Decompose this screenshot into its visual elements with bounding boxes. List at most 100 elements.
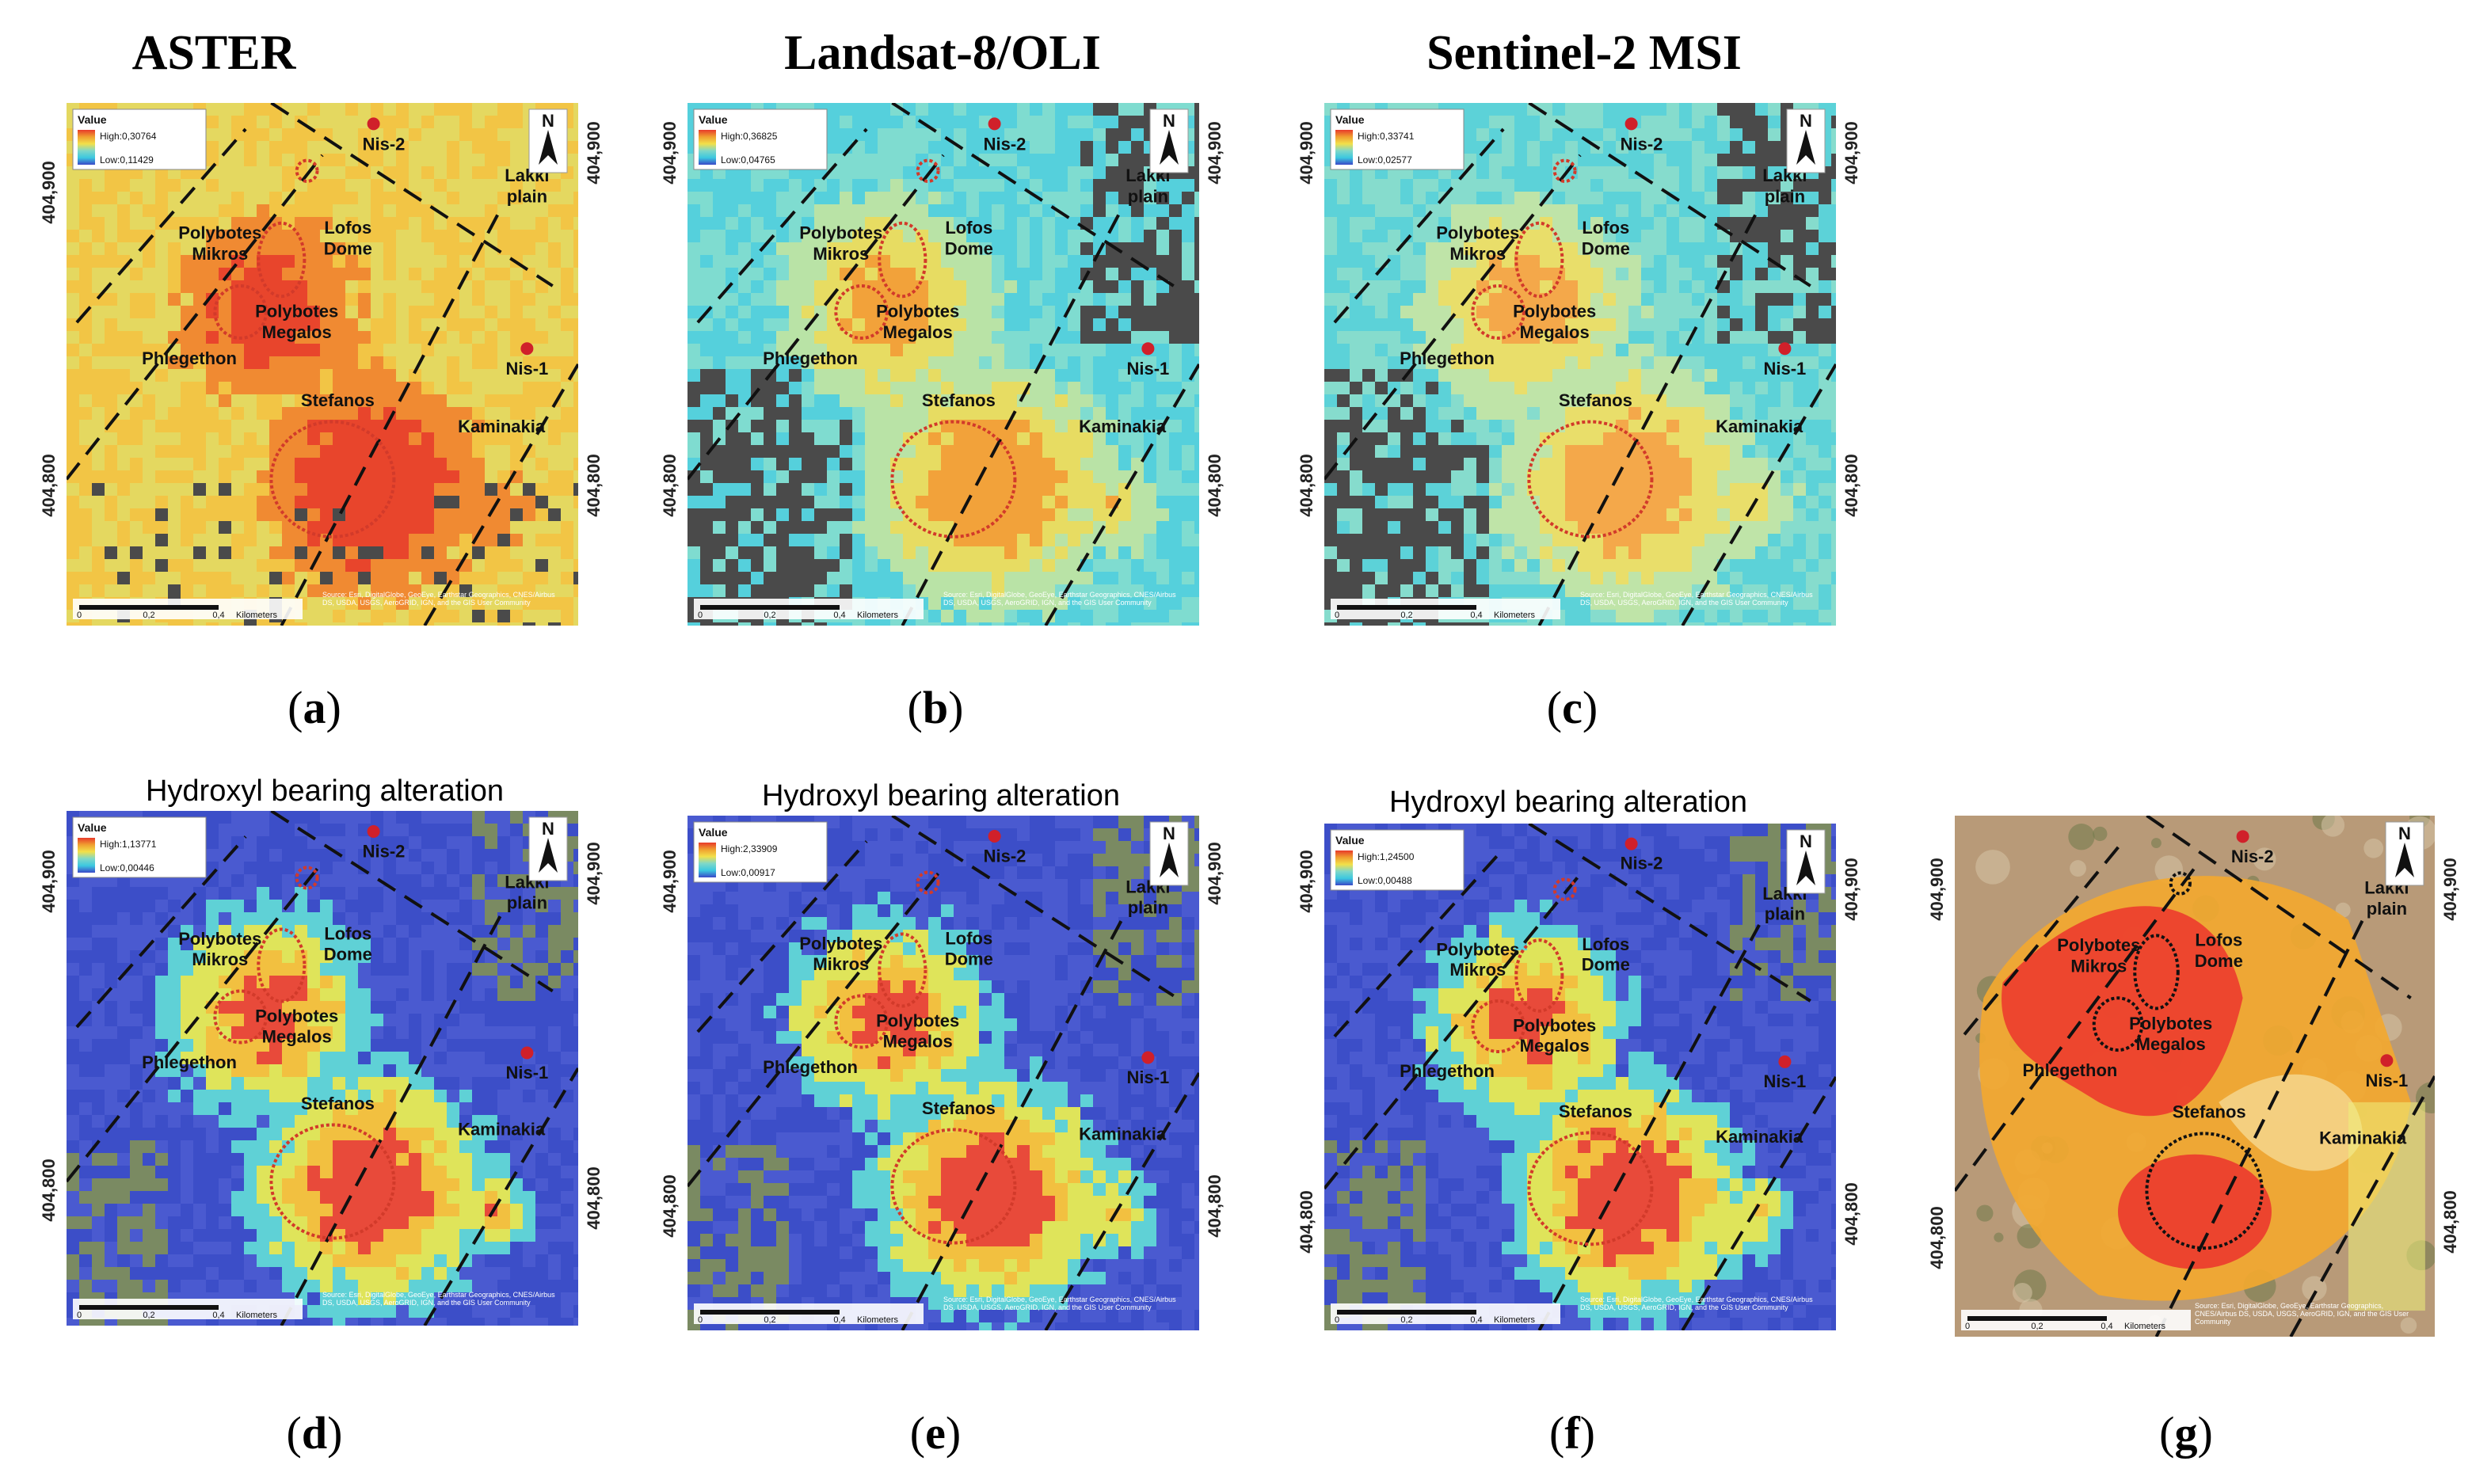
raster-cell — [307, 141, 320, 154]
raster-cell — [1768, 508, 1781, 521]
raster-cell — [307, 407, 320, 420]
raster-cell — [143, 521, 155, 534]
raster-cell — [1400, 280, 1413, 293]
raster-cell — [434, 230, 447, 242]
raster-cell — [117, 521, 130, 534]
raster-cell — [738, 230, 751, 242]
raster-cell — [573, 622, 578, 626]
raster-cell — [1540, 483, 1552, 496]
raster-cell — [193, 179, 206, 192]
raster-cell — [1590, 306, 1603, 318]
raster-cell — [865, 546, 878, 559]
raster-cell — [497, 306, 510, 318]
raster-cell — [1666, 470, 1679, 483]
raster-cell — [206, 128, 219, 141]
raster-cell — [1476, 204, 1489, 217]
raster-cell — [1324, 356, 1337, 369]
raster-cell — [358, 382, 371, 394]
raster-cell — [1055, 255, 1068, 268]
raster-cell — [447, 204, 459, 217]
raster-cell — [295, 318, 307, 331]
raster-cell — [409, 103, 421, 116]
raster-cell — [738, 306, 751, 318]
raster-cell — [320, 445, 333, 458]
raster-cell — [1106, 128, 1118, 141]
raster-cell — [1169, 293, 1182, 306]
raster-cell — [1628, 331, 1641, 344]
raster-cell — [688, 407, 700, 420]
raster-cell — [383, 546, 396, 559]
raster-cell — [358, 293, 371, 306]
raster-cell — [1106, 521, 1118, 534]
raster-cell — [865, 470, 878, 483]
raster-cell — [1106, 204, 1118, 217]
raster-cell — [117, 508, 130, 521]
raster-cell — [1080, 154, 1093, 166]
raster-cell — [1793, 521, 1806, 534]
raster-cell — [1156, 255, 1169, 268]
raster-cell — [700, 432, 713, 445]
raster-cell — [117, 458, 130, 470]
raster-cell — [434, 610, 447, 622]
raster-cell — [903, 154, 916, 166]
raster-cell — [244, 432, 257, 445]
raster-cell — [1030, 293, 1042, 306]
raster-cell — [1451, 280, 1464, 293]
raster-cell — [1144, 622, 1156, 626]
raster-cell — [485, 103, 497, 116]
raster-cell — [827, 204, 840, 217]
raster-cell — [1476, 331, 1489, 344]
raster-cell — [1156, 280, 1169, 293]
raster-cell — [1375, 508, 1388, 521]
north-arrow-label: N — [542, 111, 554, 131]
raster-cell — [966, 483, 979, 496]
raster-cell — [738, 369, 751, 382]
raster-cell — [345, 280, 358, 293]
raster-cell — [257, 141, 269, 154]
raster-cell — [1603, 128, 1616, 141]
raster-cell — [789, 318, 802, 331]
raster-cell — [105, 546, 117, 559]
raster-cell — [1156, 445, 1169, 458]
raster-cell — [1527, 508, 1540, 521]
raster-cell — [1144, 559, 1156, 572]
raster-cell — [421, 534, 434, 546]
place-label-nis1: Nis-1 — [506, 359, 549, 379]
raster-cell — [1578, 154, 1590, 166]
raster-cell — [751, 584, 764, 597]
raster-cell — [320, 622, 333, 626]
raster-cell — [941, 293, 954, 306]
raster-cell — [1451, 483, 1464, 496]
raster-cell — [979, 458, 992, 470]
raster-cell — [1144, 508, 1156, 521]
raster-cell — [485, 470, 497, 483]
raster-cell — [1540, 407, 1552, 420]
raster-cell — [1080, 344, 1093, 356]
raster-cell — [1080, 534, 1093, 546]
raster-cell — [573, 572, 578, 584]
raster-cell — [1004, 610, 1017, 622]
raster-cell — [1743, 268, 1755, 280]
raster-cell — [1476, 432, 1489, 445]
raster-cell — [1337, 318, 1350, 331]
raster-cell — [1578, 483, 1590, 496]
raster-cell — [1831, 508, 1836, 521]
raster-cell — [1590, 394, 1603, 407]
raster-cell — [269, 280, 282, 293]
raster-cell — [1730, 179, 1743, 192]
raster-cell — [409, 445, 421, 458]
raster-cell — [358, 306, 371, 318]
raster-cell — [497, 280, 510, 293]
fault-line — [423, 363, 578, 626]
raster-cell — [865, 458, 878, 470]
raster-cell — [903, 534, 916, 546]
raster-cell — [383, 382, 396, 394]
raster-cell — [231, 192, 244, 204]
raster-cell — [434, 344, 447, 356]
raster-cell — [1755, 280, 1768, 293]
raster-cell — [1666, 230, 1679, 242]
raster-cell — [1438, 432, 1451, 445]
raster-cell — [1603, 141, 1616, 154]
raster-cell — [1793, 293, 1806, 306]
raster-cell — [193, 420, 206, 432]
